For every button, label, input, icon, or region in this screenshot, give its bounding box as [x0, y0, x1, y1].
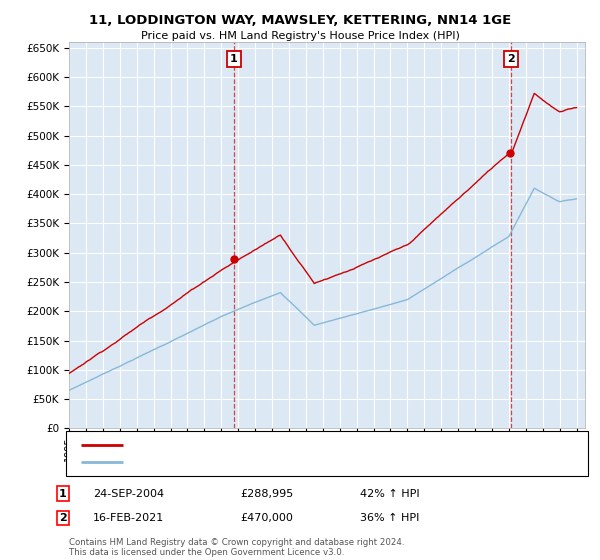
Text: 42% ↑ HPI: 42% ↑ HPI	[360, 489, 419, 499]
Text: 16-FEB-2021: 16-FEB-2021	[93, 513, 164, 523]
Text: 11, LODDINGTON WAY, MAWSLEY, KETTERING, NN14 1GE (detached house): 11, LODDINGTON WAY, MAWSLEY, KETTERING, …	[132, 441, 489, 450]
Text: 2: 2	[59, 513, 67, 523]
Text: £288,995: £288,995	[240, 489, 293, 499]
Text: 11, LODDINGTON WAY, MAWSLEY, KETTERING, NN14 1GE: 11, LODDINGTON WAY, MAWSLEY, KETTERING, …	[89, 14, 511, 27]
Text: £470,000: £470,000	[240, 513, 293, 523]
Text: HPI: Average price, detached house, North Northamptonshire: HPI: Average price, detached house, Nort…	[132, 458, 424, 466]
Text: 24-SEP-2004: 24-SEP-2004	[93, 489, 164, 499]
Text: Price paid vs. HM Land Registry's House Price Index (HPI): Price paid vs. HM Land Registry's House …	[140, 31, 460, 41]
Text: 36% ↑ HPI: 36% ↑ HPI	[360, 513, 419, 523]
Text: Contains HM Land Registry data © Crown copyright and database right 2024.
This d: Contains HM Land Registry data © Crown c…	[69, 538, 404, 557]
Text: 1: 1	[230, 54, 238, 64]
Text: 1: 1	[59, 489, 67, 499]
Text: 2: 2	[507, 54, 515, 64]
